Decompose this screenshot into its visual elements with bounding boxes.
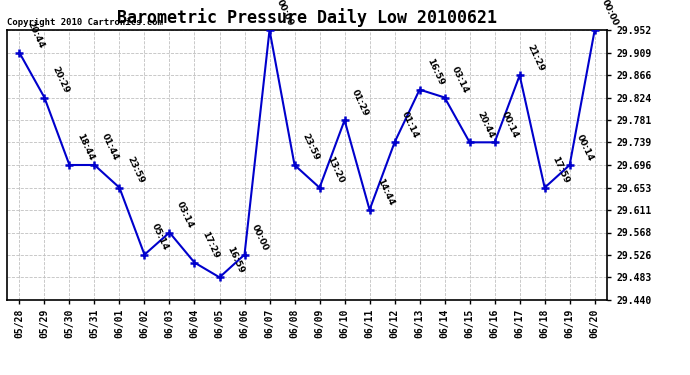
Text: 16:59: 16:59 bbox=[425, 57, 446, 87]
Text: 01:29: 01:29 bbox=[350, 88, 371, 117]
Text: 16:59: 16:59 bbox=[225, 244, 246, 274]
Text: 00:00: 00:00 bbox=[275, 0, 295, 27]
Text: 01:44: 01:44 bbox=[100, 132, 120, 162]
Text: 00:14: 00:14 bbox=[500, 110, 520, 140]
Text: 05:14: 05:14 bbox=[150, 222, 170, 252]
Text: 01:14: 01:14 bbox=[400, 110, 420, 140]
Text: 03:14: 03:14 bbox=[175, 200, 195, 230]
Text: 13:20: 13:20 bbox=[325, 155, 345, 185]
Text: 20:44: 20:44 bbox=[25, 20, 46, 50]
Text: 00:14: 00:14 bbox=[575, 133, 595, 162]
Text: 17:59: 17:59 bbox=[550, 155, 571, 185]
Text: 00:00: 00:00 bbox=[250, 223, 270, 252]
Text: 14:44: 14:44 bbox=[375, 177, 395, 207]
Text: 18:44: 18:44 bbox=[75, 132, 95, 162]
Text: 20:29: 20:29 bbox=[50, 65, 70, 95]
Text: 23:59: 23:59 bbox=[300, 132, 320, 162]
Text: 17:29: 17:29 bbox=[200, 230, 220, 260]
Title: Barometric Pressure Daily Low 20100621: Barometric Pressure Daily Low 20100621 bbox=[117, 8, 497, 27]
Text: 23:59: 23:59 bbox=[125, 155, 146, 185]
Text: 03:14: 03:14 bbox=[450, 65, 471, 95]
Text: Copyright 2010 Cartronics.com: Copyright 2010 Cartronics.com bbox=[7, 18, 163, 27]
Text: 21:29: 21:29 bbox=[525, 43, 546, 73]
Text: 00:00: 00:00 bbox=[600, 0, 620, 27]
Text: 20:44: 20:44 bbox=[475, 110, 495, 140]
